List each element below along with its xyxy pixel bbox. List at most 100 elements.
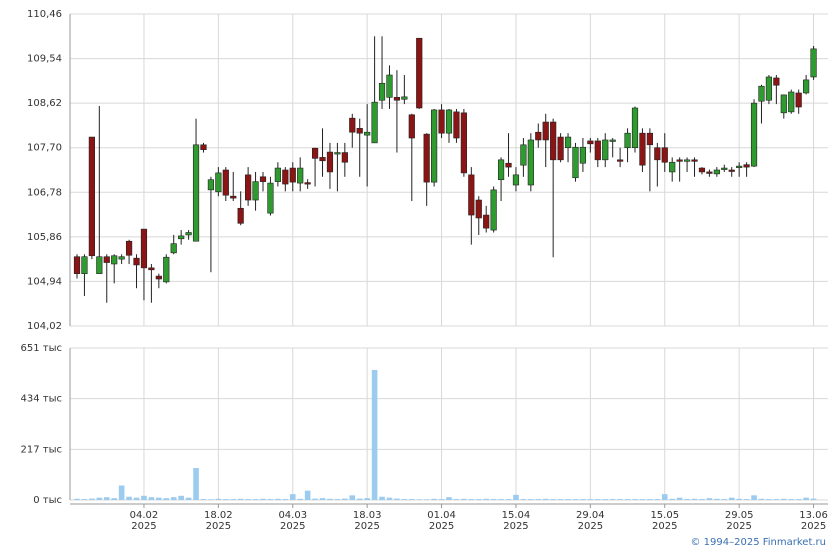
candle-body [364, 131, 371, 136]
volume-bar [736, 498, 742, 500]
candle-body [148, 267, 155, 271]
candle-body [475, 199, 482, 219]
candle-body [661, 147, 668, 163]
volume-bar [639, 499, 646, 500]
candle-body [535, 131, 542, 141]
candle-body [311, 147, 319, 159]
y-tick-label: 104,02 [27, 321, 62, 332]
volume-bar [803, 497, 809, 500]
volume-bar [773, 499, 780, 500]
candle-body [431, 109, 438, 183]
volume-bar [513, 494, 519, 500]
candle-body [371, 101, 378, 144]
candle-body [274, 167, 281, 182]
candle-body [550, 121, 557, 161]
volume-bar [81, 499, 88, 500]
candle-body [512, 174, 520, 186]
volume-bar [490, 499, 497, 500]
candle-body [542, 121, 549, 141]
candle-body [594, 140, 601, 161]
volume-bar [721, 499, 728, 500]
candle-body [319, 157, 326, 162]
volume-bar [170, 497, 177, 500]
candle-body [133, 257, 140, 266]
volume-bar [193, 468, 199, 500]
candle-body [468, 174, 475, 216]
x-tick-label-line: 2025 [429, 521, 454, 532]
candle-body [237, 207, 244, 224]
volume-bar [230, 499, 237, 500]
candle-body [170, 243, 177, 254]
candle-body [386, 74, 393, 98]
volume-bar [669, 498, 675, 500]
candle-body [416, 37, 423, 109]
volume-bar [379, 496, 385, 500]
volume-bar [349, 495, 356, 500]
volume-bar [156, 497, 162, 500]
volume-bar [498, 499, 504, 500]
candle-body [111, 255, 118, 265]
candle-body [587, 140, 594, 145]
candle-body [73, 256, 81, 274]
x-tick-label-line: 2025 [578, 521, 603, 532]
volume-bar [788, 499, 795, 500]
candle-body [669, 161, 676, 173]
volume-bar [312, 498, 318, 500]
candle-body [215, 172, 222, 193]
x-tick-label-line: 2025 [354, 521, 379, 532]
volume-bar [394, 498, 400, 500]
candle-body [245, 174, 252, 201]
volume-bar [617, 499, 623, 500]
candle-body [728, 169, 735, 172]
x-tick-label-line: 18.02 [204, 510, 233, 521]
volume-bar [520, 499, 527, 500]
candle-body [460, 112, 467, 174]
volume-bar [297, 498, 303, 500]
x-tick-label-line: 15.05 [650, 510, 679, 521]
x-tick-label: 13.06 2025 [799, 510, 828, 532]
copyright: © 1994–2025 Finmarket.ru [690, 537, 826, 548]
x-tick-label-line: 01.04 [427, 510, 456, 521]
volume-bar [461, 498, 467, 500]
candle-body [810, 48, 817, 78]
volume-bar [654, 499, 661, 500]
volume-bar [684, 499, 690, 500]
volume-bar [215, 498, 222, 500]
candle-body [780, 94, 787, 114]
volume-bar [542, 498, 549, 500]
candle-body [326, 151, 334, 173]
candle-body [230, 195, 237, 199]
candle-body [393, 97, 401, 101]
volume-bar [728, 497, 735, 500]
x-tick-label-line: 2025 [503, 521, 528, 532]
volume-bar [676, 497, 683, 500]
candle-body [453, 111, 460, 139]
x-tick-label: 29.05 2025 [725, 510, 754, 532]
candle-body [282, 169, 289, 185]
candle-body [691, 159, 698, 162]
x-tick-label-line: 04.02 [130, 510, 159, 521]
volume-bar [371, 369, 378, 500]
volume-bar [714, 498, 720, 500]
volume-bar [252, 499, 259, 500]
volume-bar [587, 499, 594, 500]
candle-body [185, 232, 192, 236]
volume-bar [699, 499, 705, 500]
x-tick-label-line: 2025 [280, 521, 305, 532]
candle-body [564, 136, 572, 149]
volume-bar [185, 497, 192, 500]
volume-bar [96, 497, 103, 500]
x-tick-label: 04.02 2025 [130, 510, 159, 532]
volume-bar [602, 499, 609, 500]
volume-bar [74, 498, 80, 500]
x-tick-label-line: 29.04 [576, 510, 605, 521]
volume-bar [505, 499, 512, 500]
x-tick-label: 18.02 2025 [204, 510, 233, 532]
candle-body [758, 85, 765, 102]
volume-bar [810, 498, 817, 500]
candle-body [445, 109, 453, 134]
volume-bar [483, 498, 489, 500]
y-tick-label: 104,94 [27, 276, 62, 287]
volume-bar [431, 498, 437, 500]
volume-bar [178, 495, 184, 500]
